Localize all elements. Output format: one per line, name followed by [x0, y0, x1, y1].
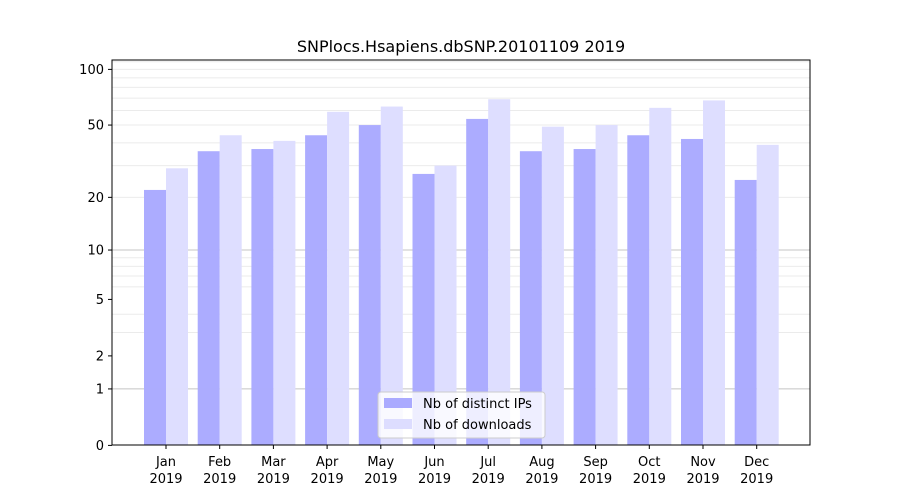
x-tick-label-month: Jul — [479, 455, 496, 470]
bar-distinct-ips — [144, 189, 166, 446]
x-tick-label-year: 2019 — [149, 472, 182, 487]
bar-distinct-ips — [251, 149, 274, 446]
bar-distinct-ips — [519, 151, 542, 446]
x-tick-label-month: Mar — [261, 455, 286, 470]
y-tick-label: 1 — [96, 382, 104, 397]
bar-distinct-ips — [197, 151, 220, 446]
bar-downloads — [166, 168, 188, 446]
bar-downloads — [434, 165, 457, 446]
x-tick-label-year: 2019 — [686, 472, 719, 487]
y-tick-label: 20 — [87, 191, 104, 206]
x-tick-label-month: Dec — [744, 455, 769, 470]
bar-downloads — [703, 100, 725, 446]
x-tick-label-month: Aug — [529, 455, 554, 470]
bar-distinct-ips — [573, 149, 596, 446]
bar-distinct-ips — [412, 173, 435, 446]
bar-distinct-ips — [358, 125, 381, 446]
bar-downloads — [327, 111, 350, 446]
x-tick-label-year: 2019 — [525, 472, 558, 487]
legend-box — [377, 391, 546, 439]
bar-distinct-ips — [681, 138, 703, 446]
x-tick-label-year: 2019 — [311, 472, 344, 487]
y-tick-label: 0 — [96, 439, 104, 454]
x-tick-label-year: 2019 — [418, 472, 451, 487]
legend-swatch — [384, 419, 412, 429]
x-tick-label-year: 2019 — [364, 472, 397, 487]
legend-swatch — [384, 398, 412, 408]
x-tick-label-year: 2019 — [579, 472, 612, 487]
y-tick-label: 100 — [79, 63, 104, 78]
bar-downloads — [595, 125, 618, 446]
x-tick-label-month: Feb — [208, 455, 231, 470]
bar-downloads — [649, 107, 672, 446]
legend-label: Nb of distinct IPs — [423, 397, 532, 412]
y-tick-label: 10 — [87, 244, 104, 259]
x-tick-label-year: 2019 — [740, 472, 773, 487]
bar-distinct-ips — [734, 179, 757, 446]
bar-downloads — [541, 126, 564, 446]
x-tick-label-month: Oct — [638, 455, 660, 470]
bar-downloads — [273, 140, 296, 446]
bar-downloads — [756, 144, 779, 446]
y-tick-label: 5 — [96, 293, 104, 308]
bar-distinct-ips — [466, 118, 489, 446]
bar-downloads — [380, 106, 403, 446]
bar-downloads — [488, 99, 511, 446]
x-tick-label-month: Nov — [690, 455, 716, 470]
plot-area-frame — [111, 59, 811, 446]
x-tick-label-year: 2019 — [633, 472, 666, 487]
bar-distinct-ips — [627, 135, 650, 446]
x-tick-label-month: Jun — [423, 455, 444, 470]
x-tick-label-year: 2019 — [472, 472, 505, 487]
x-tick-label-month: May — [367, 455, 394, 470]
y-tick-label: 50 — [87, 119, 104, 134]
x-tick-label-year: 2019 — [257, 472, 290, 487]
chart-title: SNPlocs.Hsapiens.dbSNP.20101109 2019 — [297, 37, 625, 56]
legend: Nb of distinct IPs Nb of downloads — [377, 391, 546, 439]
bar-distinct-ips — [305, 135, 328, 446]
x-tick-label-month: Apr — [316, 455, 339, 470]
x-tick-label-year: 2019 — [203, 472, 236, 487]
x-tick-label-month: Jan — [155, 455, 176, 470]
y-tick-label: 2 — [96, 349, 104, 364]
legend-label: Nb of downloads — [423, 418, 532, 433]
bar-downloads — [219, 135, 242, 446]
x-tick-label-month: Sep — [583, 455, 608, 470]
